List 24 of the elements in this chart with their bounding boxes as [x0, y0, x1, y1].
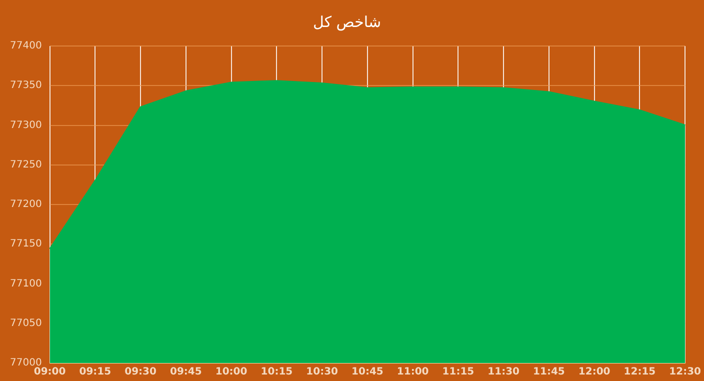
x-tick-label: 11:30 [488, 366, 520, 378]
y-tick-label: 77400 [10, 40, 42, 52]
x-tick-label: 10:00 [215, 366, 248, 378]
x-tick-label: 10:30 [306, 366, 338, 378]
chart-title: شاخص کل [312, 12, 382, 31]
y-tick-label: 77150 [10, 238, 42, 250]
x-tick-label: 09:15 [79, 366, 112, 378]
x-tick-label: 11:45 [533, 366, 565, 378]
x-tick-label: 12:15 [624, 366, 656, 378]
y-tick-label: 77350 [10, 80, 42, 92]
y-tick-label: 77050 [10, 318, 42, 329]
y-tick-label: 77250 [10, 159, 42, 170]
y-tick-label: 77200 [10, 199, 42, 210]
y-tick-label: 77300 [10, 120, 42, 131]
x-tick-label: 10:15 [260, 366, 293, 378]
x-tick-label: 12:00 [578, 366, 610, 378]
y-tick-label: 77100 [10, 278, 42, 290]
x-tick-label: 10:45 [352, 366, 384, 378]
x-tick-label: 12:30 [669, 366, 702, 378]
x-tick-label: 09:00 [34, 366, 66, 378]
x-tick-label: 11:15 [442, 366, 474, 378]
x-tick-label: 09:30 [124, 366, 157, 378]
x-tick-label: 11:00 [396, 366, 429, 378]
x-tick-label: 09:45 [170, 366, 202, 378]
